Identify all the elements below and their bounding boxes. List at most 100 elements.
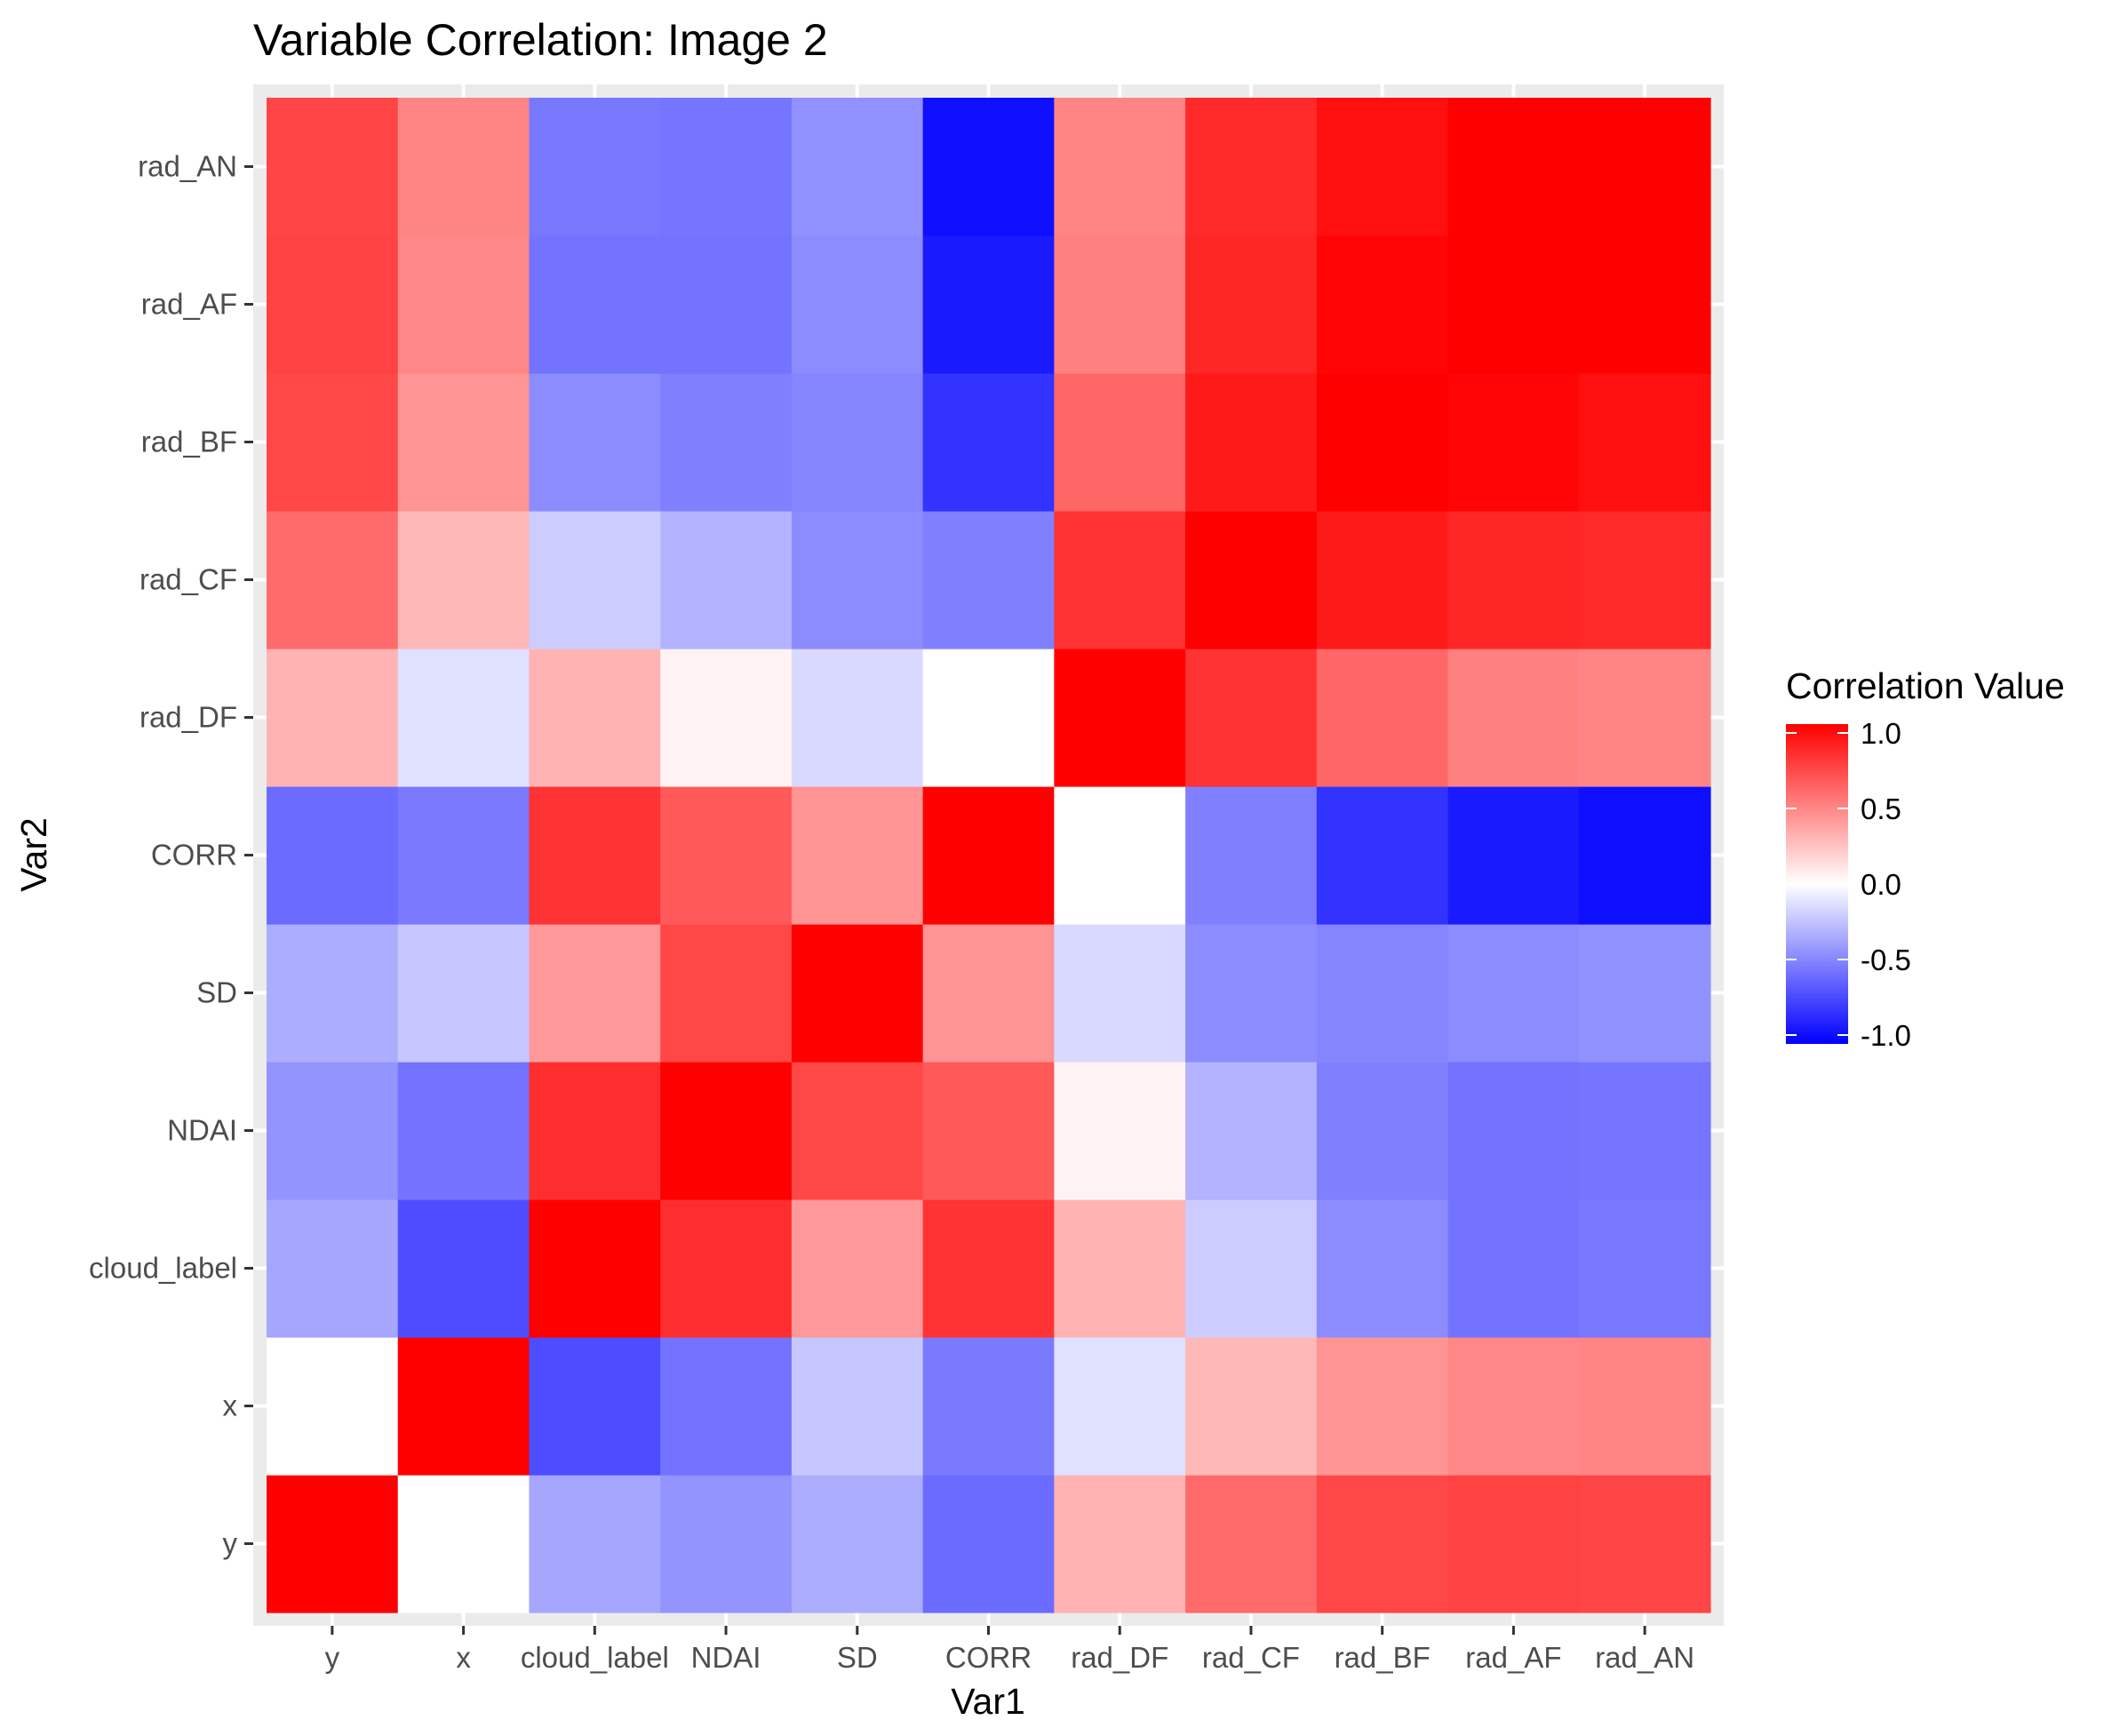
heatmap-cell: [922, 373, 1055, 512]
y-tick-label: cloud_label: [89, 1252, 237, 1285]
heatmap-cell: [922, 924, 1055, 1063]
heatmap-cell: [1579, 1337, 1711, 1476]
heatmap-cell: [1316, 1199, 1449, 1338]
legend-ticks: 1.0 0.5 0.0 -0.5 -1.0: [1786, 717, 1911, 1052]
y-tick-label: CORR: [151, 839, 237, 872]
heatmap-cell: [267, 786, 399, 925]
heatmap-cell: [1447, 98, 1580, 236]
y-tick-label: SD: [196, 976, 237, 1009]
heatmap-cell: [922, 235, 1055, 374]
x-tick-label: rad_CF: [1202, 1641, 1300, 1674]
heatmap-cell: [1185, 373, 1318, 512]
heatmap-cell: [1185, 235, 1318, 374]
heatmap-cell: [1054, 649, 1186, 787]
heatmap-cell: [1316, 649, 1449, 787]
heatmap-cell: [397, 235, 530, 374]
x-tick-label: NDAI: [691, 1641, 761, 1674]
heatmap-cell: [529, 924, 661, 1063]
heatmap-cell: [791, 1475, 924, 1613]
heatmap-cell: [1185, 1199, 1318, 1338]
heatmap-cell: [267, 1475, 399, 1613]
heatmap-cell: [397, 1337, 530, 1476]
heatmap-cell: [1579, 649, 1711, 787]
heatmap-cell: [397, 1475, 530, 1613]
heatmap-cell: [922, 786, 1055, 925]
heatmap-cell: [1579, 511, 1711, 649]
heatmap-cell: [1185, 924, 1318, 1063]
y-tick-label: rad_AF: [141, 288, 237, 321]
heatmap-cell: [1447, 235, 1580, 374]
heatmap-cell: [529, 1475, 661, 1613]
heatmap-cell: [1054, 1062, 1186, 1200]
y-tick-label: rad_BF: [141, 426, 237, 458]
legend-tick-label: 0.0: [1861, 868, 1901, 901]
heatmap-cell: [660, 373, 793, 512]
heatmap-cell: [267, 98, 399, 236]
heatmap-cell: [1185, 786, 1318, 925]
heatmap-cell: [1054, 786, 1186, 925]
y-axis: y x cloud_label NDAI SD CORR rad_DF rad_CF rad_B…: [89, 150, 253, 1560]
heatmap-cell: [1054, 1199, 1186, 1338]
y-tick-label: rad_AN: [138, 150, 237, 183]
heatmap-cell: [791, 1337, 924, 1476]
heatmap-cell: [1447, 1199, 1580, 1338]
y-axis-label: Var2: [13, 817, 54, 892]
heatmap-cell: [1185, 511, 1318, 649]
heatmap-cell: [529, 649, 661, 787]
heatmap-cell: [660, 924, 793, 1063]
heatmap-cell: [397, 649, 530, 787]
x-tick-label: rad_AF: [1465, 1641, 1561, 1674]
x-tick-label: cloud_label: [521, 1641, 669, 1674]
heatmap-cell: [1185, 98, 1318, 236]
heatmap-cell: [397, 373, 530, 512]
y-tick-label: x: [223, 1390, 238, 1422]
heatmap-cell: [1579, 924, 1711, 1063]
heatmap-cell: [1316, 1062, 1449, 1200]
heatmap-cell: [1054, 924, 1186, 1063]
heatmap-cell: [397, 1062, 530, 1200]
heatmap-cell: [922, 1337, 1055, 1476]
heatmap-cell: [791, 1062, 924, 1200]
heatmap-cell: [529, 98, 661, 236]
heatmap-cell: [529, 1337, 661, 1476]
heatmap-cell: [1579, 373, 1711, 512]
heatmap-cell: [922, 1475, 1055, 1613]
x-tick-label: CORR: [945, 1641, 1032, 1674]
x-tick-label: y: [325, 1641, 340, 1674]
chart-title: Variable Correlation: Image 2: [253, 15, 828, 65]
heatmap-cell: [660, 786, 793, 925]
heatmap-cell: [267, 511, 399, 649]
heatmap-cell: [1447, 1337, 1580, 1476]
heatmap-cell: [267, 373, 399, 512]
heatmap-cell: [529, 1199, 661, 1338]
heatmap-cell: [660, 1475, 793, 1613]
heatmap-cell: [1185, 1062, 1318, 1200]
heatmap-cell: [660, 235, 793, 374]
x-tick-label: SD: [837, 1641, 878, 1674]
legend-tick-label: -1.0: [1861, 1019, 1911, 1052]
heatmap-cell: [1054, 1475, 1186, 1613]
heatmap-cell: [267, 649, 399, 787]
heatmap-cell: [397, 1199, 530, 1338]
heatmap-cell: [1579, 1062, 1711, 1200]
y-tick-label: y: [223, 1527, 238, 1560]
legend-tick-label: 1.0: [1861, 717, 1901, 750]
heatmap-cell: [1316, 1475, 1449, 1613]
heatmap-cell: [660, 98, 793, 236]
heatmap-cell: [1185, 1475, 1318, 1613]
heatmap-cell: [1447, 511, 1580, 649]
heatmap-cell: [922, 98, 1055, 236]
heatmap-cell: [1447, 1062, 1580, 1200]
heatmap-cell: [1316, 373, 1449, 512]
heatmap-cell: [529, 1062, 661, 1200]
heatmap-cell: [1054, 511, 1186, 649]
legend-tick-label: 0.5: [1861, 792, 1901, 825]
heatmap-cell: [1316, 235, 1449, 374]
heatmap-cell: [267, 1062, 399, 1200]
heatmap-cell: [267, 1199, 399, 1338]
heatmap-cell: [922, 1199, 1055, 1338]
heatmap-cell: [1054, 373, 1186, 512]
heatmap-cell: [1447, 1475, 1580, 1613]
heatmap-cell: [267, 924, 399, 1063]
